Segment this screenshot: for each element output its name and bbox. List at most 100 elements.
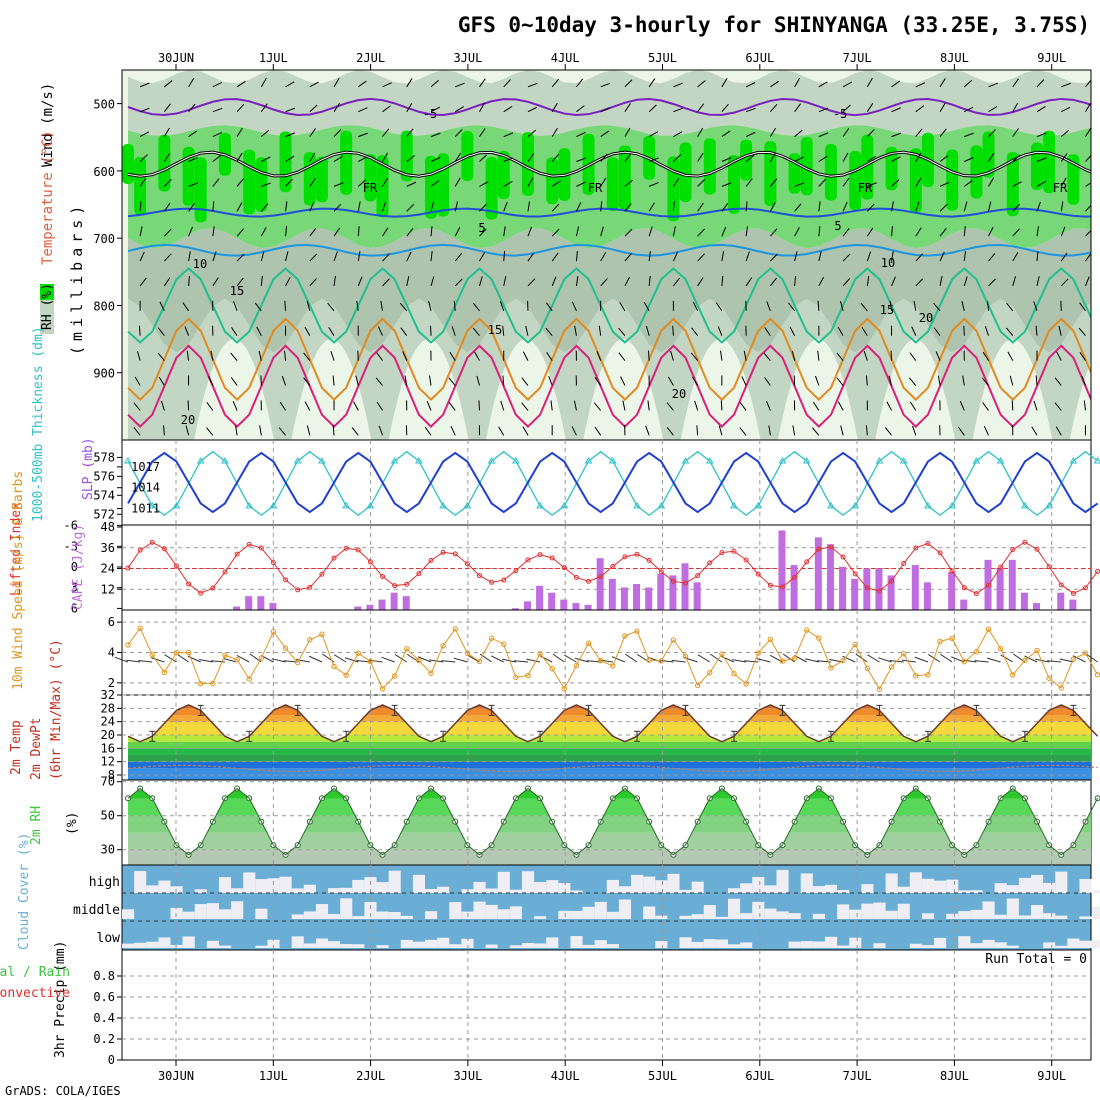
li-point bbox=[998, 564, 1004, 570]
thickness-marker bbox=[754, 501, 763, 509]
bottom-day-label: 2JUL bbox=[356, 1069, 385, 1083]
isotherm-line bbox=[127, 207, 1091, 218]
thickness-marker bbox=[948, 501, 957, 509]
wind-barb bbox=[817, 300, 820, 311]
thickness-marker bbox=[560, 501, 569, 509]
wind-barb bbox=[1060, 153, 1068, 162]
cape-bar bbox=[548, 592, 556, 610]
cloud-cell bbox=[958, 911, 971, 919]
cloud-cell bbox=[970, 909, 983, 919]
cloud-cell bbox=[897, 903, 910, 919]
cloud-cell bbox=[1043, 882, 1056, 893]
wind-barb bbox=[426, 400, 432, 411]
wind-barb bbox=[720, 350, 723, 361]
wind-barb bbox=[333, 155, 343, 162]
cape-bar bbox=[996, 568, 1004, 610]
cloud-cell bbox=[1031, 874, 1044, 893]
cloud-cell bbox=[1018, 877, 1031, 893]
wind-barb bbox=[261, 182, 271, 187]
wind10m-speed-line bbox=[125, 625, 1100, 692]
cloud-cell bbox=[1006, 885, 1019, 893]
wind-barb bbox=[1060, 226, 1066, 237]
wind-barb bbox=[842, 128, 850, 137]
wind-barb bbox=[454, 152, 462, 162]
cloud-cell bbox=[546, 937, 559, 948]
cape-bar bbox=[839, 566, 847, 610]
wind-barb bbox=[840, 425, 844, 436]
cloud-cell bbox=[303, 943, 316, 948]
wind10m-barb bbox=[114, 656, 129, 663]
cloud-cell bbox=[921, 913, 935, 919]
cloud-cell bbox=[570, 936, 583, 948]
cloud-cell bbox=[315, 904, 329, 919]
wind-barb bbox=[1085, 252, 1091, 262]
li-tick-label: -6 bbox=[64, 519, 78, 533]
wind10m-point bbox=[997, 646, 1004, 652]
wind-barb bbox=[551, 252, 559, 262]
precip-frame bbox=[121, 949, 1092, 1061]
wind-barb bbox=[576, 131, 586, 138]
thickness-line bbox=[127, 450, 1098, 517]
contour-label: FR bbox=[363, 181, 378, 195]
y-tick-label: 2 bbox=[108, 676, 115, 690]
wind-barb bbox=[721, 130, 731, 138]
wind10m-point bbox=[949, 635, 955, 642]
thickness-marker bbox=[318, 457, 326, 464]
wind-barb bbox=[188, 275, 190, 286]
wind-barb bbox=[382, 128, 390, 137]
y-tick-label: 20 bbox=[101, 728, 115, 742]
pressure-tick-label: 700 bbox=[93, 232, 115, 246]
wind-barb bbox=[741, 376, 747, 386]
cloud-cell bbox=[340, 944, 353, 948]
wind-barb bbox=[479, 276, 483, 287]
li-point bbox=[852, 571, 858, 577]
wind-barb bbox=[260, 227, 267, 237]
wind-barb bbox=[328, 327, 335, 336]
rh-moist-patch bbox=[400, 130, 413, 182]
cloud-cell bbox=[582, 906, 595, 919]
thickness-marker bbox=[221, 457, 229, 464]
cape-bar bbox=[1008, 559, 1016, 610]
thickness-marker bbox=[245, 501, 254, 509]
wind-barb bbox=[769, 152, 776, 162]
cloud-cell bbox=[679, 937, 692, 948]
thickness-marker bbox=[172, 501, 181, 509]
wind-barb bbox=[981, 377, 989, 386]
slp-grid bbox=[175, 440, 1053, 525]
y-tick-label: 578 bbox=[93, 450, 115, 464]
wind10m-barb bbox=[198, 659, 213, 663]
li-point bbox=[840, 554, 846, 560]
rh-moist-patch bbox=[618, 145, 631, 211]
wind-barb bbox=[527, 153, 535, 162]
top-day-label: 8JUL bbox=[940, 51, 969, 65]
wind-barb bbox=[866, 275, 870, 287]
rh-moist-patch bbox=[122, 144, 134, 184]
wind-barb bbox=[157, 352, 165, 361]
wind10m-barb bbox=[1047, 660, 1062, 663]
wind-barb bbox=[260, 129, 270, 137]
wind10m-point bbox=[379, 686, 386, 692]
wind-barb bbox=[208, 376, 214, 386]
isotherm-line-inner bbox=[127, 151, 1091, 177]
wind-barb bbox=[812, 427, 820, 436]
cloud-cell bbox=[691, 914, 704, 919]
wind-barb bbox=[745, 107, 756, 113]
cloud-cell bbox=[340, 887, 353, 893]
li-point bbox=[864, 585, 870, 591]
thickness-marker bbox=[657, 501, 666, 509]
slp-line bbox=[127, 451, 1099, 514]
wind-barb bbox=[624, 276, 630, 287]
bottom-day-label: 8JUL bbox=[940, 1069, 969, 1083]
rh2m-ticks: 30 50 70 bbox=[101, 775, 122, 857]
wind-barb bbox=[1085, 276, 1090, 287]
cloud-cell bbox=[388, 912, 401, 919]
wind-barb bbox=[915, 82, 926, 88]
wind-barb bbox=[866, 251, 872, 262]
cloud-cell bbox=[1043, 942, 1056, 948]
rh-band-dark bbox=[128, 228, 1091, 353]
thickness-marker bbox=[899, 457, 908, 464]
cloud-level-high: high bbox=[89, 875, 120, 890]
li-point bbox=[549, 555, 555, 561]
li-tick-label: -3 bbox=[64, 539, 78, 553]
wind-barb bbox=[406, 251, 412, 262]
